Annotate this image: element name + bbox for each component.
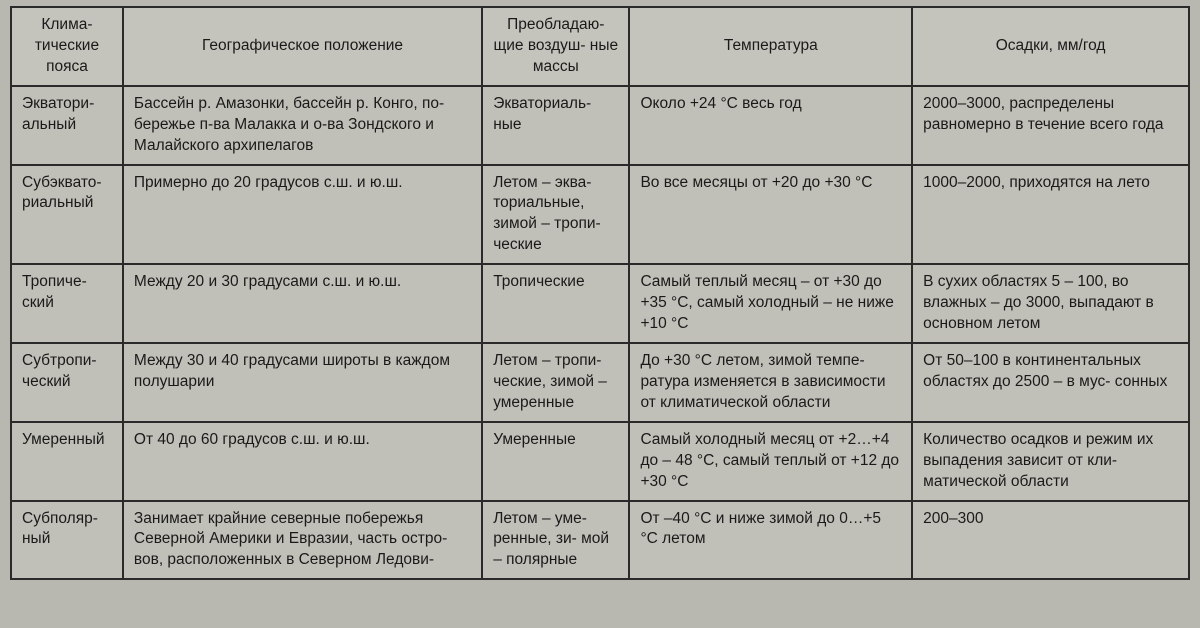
cell-zone: Экватори- альный bbox=[11, 86, 123, 165]
header-air: Преобладаю- щие воздуш- ные массы bbox=[482, 7, 629, 86]
cell-air: Экваториаль- ные bbox=[482, 86, 629, 165]
table-row: Субэквато- риальный Примерно до 20 граду… bbox=[11, 165, 1189, 265]
cell-zone: Субполяр- ный bbox=[11, 501, 123, 580]
header-row: Клима- тические пояса Географическое пол… bbox=[11, 7, 1189, 86]
cell-air: Летом – уме- ренные, зи- мой – полярные bbox=[482, 501, 629, 580]
cell-temp: От –40 °C и ниже зимой до 0…+5 °C летом bbox=[629, 501, 912, 580]
header-zone: Клима- тические пояса bbox=[11, 7, 123, 86]
cell-prec: От 50–100 в континентальных областях до … bbox=[912, 343, 1189, 422]
cell-geo: Занимает крайние северные побережья Севе… bbox=[123, 501, 482, 580]
cell-temp: Около +24 °C весь год bbox=[629, 86, 912, 165]
cell-prec: В сухих областях 5 – 100, во влажных – д… bbox=[912, 264, 1189, 343]
cell-air: Летом – эква- ториальные, зимой – тропи-… bbox=[482, 165, 629, 265]
header-geo: Географическое положение bbox=[123, 7, 482, 86]
cell-temp: До +30 °C летом, зимой темпе- ратура изм… bbox=[629, 343, 912, 422]
table-row: Умеренный От 40 до 60 градусов с.ш. и ю.… bbox=[11, 422, 1189, 501]
table-row: Экватори- альный Бассейн р. Амазонки, ба… bbox=[11, 86, 1189, 165]
climate-zones-table: Клима- тические пояса Географическое пол… bbox=[10, 6, 1190, 580]
cell-zone: Тропиче- ский bbox=[11, 264, 123, 343]
cell-geo: От 40 до 60 градусов с.ш. и ю.ш. bbox=[123, 422, 482, 501]
cell-air: Умеренные bbox=[482, 422, 629, 501]
cell-temp: Самый холодный месяц от +2…+4 до – 48 °C… bbox=[629, 422, 912, 501]
table-row: Тропиче- ский Между 20 и 30 градусами с.… bbox=[11, 264, 1189, 343]
cell-air: Тропические bbox=[482, 264, 629, 343]
header-temp: Температура bbox=[629, 7, 912, 86]
cell-temp: Самый теплый месяц – от +30 до +35 °C, с… bbox=[629, 264, 912, 343]
cell-air: Летом – тропи- ческие, зимой – умеренные bbox=[482, 343, 629, 422]
cell-geo: Бассейн р. Амазонки, бассейн р. Конго, п… bbox=[123, 86, 482, 165]
cell-zone: Субэквато- риальный bbox=[11, 165, 123, 265]
cell-geo: Между 30 и 40 градусами широты в каждом … bbox=[123, 343, 482, 422]
cell-prec: 1000–2000, приходятся на лето bbox=[912, 165, 1189, 265]
cell-temp: Во все месяцы от +20 до +30 °C bbox=[629, 165, 912, 265]
cell-geo: Между 20 и 30 градусами с.ш. и ю.ш. bbox=[123, 264, 482, 343]
header-prec: Осадки, мм/год bbox=[912, 7, 1189, 86]
table-row: Субтропи- ческий Между 30 и 40 градусами… bbox=[11, 343, 1189, 422]
cell-geo: Примерно до 20 градусов с.ш. и ю.ш. bbox=[123, 165, 482, 265]
cell-zone: Субтропи- ческий bbox=[11, 343, 123, 422]
cell-prec: Количество осадков и режим их выпадения … bbox=[912, 422, 1189, 501]
table-row: Субполяр- ный Занимает крайние северные … bbox=[11, 501, 1189, 580]
cell-prec: 200–300 bbox=[912, 501, 1189, 580]
cell-zone: Умеренный bbox=[11, 422, 123, 501]
cell-prec: 2000–3000, распределены равномерно в теч… bbox=[912, 86, 1189, 165]
